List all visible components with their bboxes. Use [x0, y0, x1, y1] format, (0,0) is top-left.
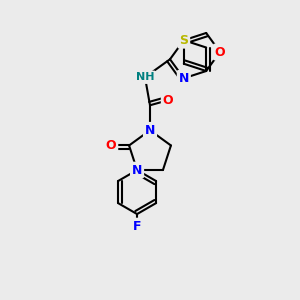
Text: S: S: [179, 34, 188, 47]
Text: F: F: [133, 220, 141, 232]
Text: O: O: [163, 94, 173, 107]
Text: NH: NH: [136, 72, 154, 82]
Text: N: N: [145, 124, 155, 137]
Text: O: O: [215, 46, 225, 59]
Text: N: N: [178, 72, 189, 85]
Text: O: O: [106, 139, 116, 152]
Text: N: N: [132, 164, 142, 177]
